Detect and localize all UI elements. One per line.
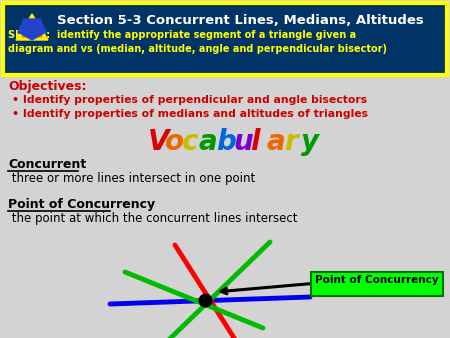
- Polygon shape: [22, 20, 42, 37]
- Text: y: y: [301, 128, 319, 156]
- Text: Section 5-3 Concurrent Lines, Medians, Altitudes: Section 5-3 Concurrent Lines, Medians, A…: [57, 14, 423, 27]
- Text: b: b: [216, 128, 236, 156]
- Text: r: r: [284, 128, 297, 156]
- Text: Point of Concurrency: Point of Concurrency: [315, 275, 439, 285]
- Text: • Identify properties of medians and altitudes of triangles: • Identify properties of medians and alt…: [12, 109, 368, 119]
- Text: SPI 32J:  identify the appropriate segment of a triangle given a: SPI 32J: identify the appropriate segmen…: [8, 30, 356, 40]
- Text: Point of Concurrency: Point of Concurrency: [8, 198, 155, 211]
- Text: Concurrent: Concurrent: [8, 158, 86, 171]
- Text: Objectives:: Objectives:: [8, 80, 86, 93]
- Polygon shape: [18, 19, 46, 40]
- Text: • Identify properties of perpendicular and angle bisectors: • Identify properties of perpendicular a…: [12, 95, 367, 105]
- Text: c: c: [182, 128, 198, 156]
- Text: three or more lines intersect in one point: three or more lines intersect in one poi…: [8, 172, 255, 185]
- FancyBboxPatch shape: [311, 272, 443, 296]
- Polygon shape: [16, 14, 48, 40]
- FancyBboxPatch shape: [3, 3, 447, 75]
- Text: a: a: [267, 128, 286, 156]
- Text: u: u: [233, 128, 253, 156]
- Text: l: l: [250, 128, 260, 156]
- Text: o: o: [165, 128, 184, 156]
- Text: V: V: [148, 128, 170, 156]
- Text: diagram and vs (median, altitude, angle and perpendicular bisector): diagram and vs (median, altitude, angle …: [8, 44, 387, 54]
- Text: the point at which the concurrent lines intersect: the point at which the concurrent lines …: [8, 212, 297, 225]
- Text: a: a: [199, 128, 218, 156]
